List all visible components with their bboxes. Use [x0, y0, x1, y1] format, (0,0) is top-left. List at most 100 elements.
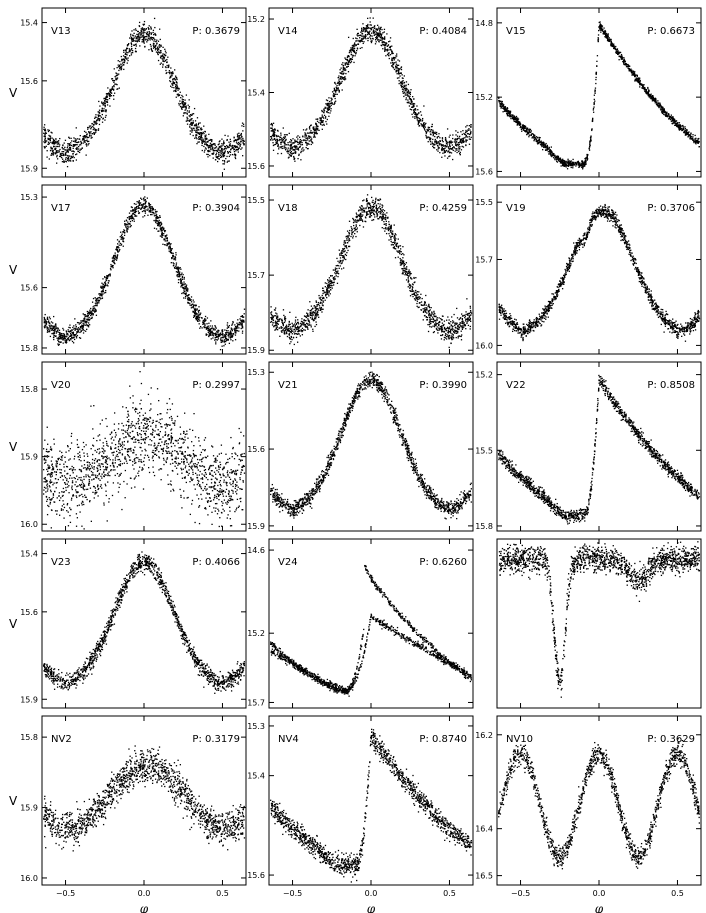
- data-point: [415, 109, 417, 111]
- data-point: [192, 305, 195, 308]
- data-point: [161, 229, 164, 231]
- data-point: [335, 89, 337, 91]
- data-point: [74, 329, 76, 331]
- data-point: [329, 112, 331, 114]
- data-point: [184, 99, 186, 101]
- data-point: [48, 324, 50, 326]
- data-point: [338, 89, 340, 91]
- data-point: [370, 24, 372, 26]
- data-point: [190, 301, 193, 303]
- data-point: [53, 338, 55, 341]
- data-point: [233, 137, 235, 139]
- data-point: [141, 210, 144, 213]
- data-point: [50, 146, 52, 148]
- data-point: [226, 145, 229, 148]
- data-point: [72, 342, 75, 344]
- data-point: [67, 154, 69, 157]
- data-point: [96, 122, 98, 125]
- data-point: [222, 150, 224, 152]
- data-point: [214, 159, 217, 161]
- data-point: [355, 49, 358, 52]
- data-point: [119, 248, 121, 251]
- data-point: [215, 149, 217, 152]
- data-point: [304, 132, 306, 134]
- data-point: [197, 126, 199, 128]
- data-point: [344, 69, 346, 72]
- data-point: [176, 86, 179, 88]
- data-point: [445, 142, 448, 145]
- data-point: [111, 87, 113, 89]
- data-point: [118, 73, 120, 75]
- data-point: [76, 335, 79, 337]
- data-point: [148, 28, 150, 30]
- data-point: [310, 130, 312, 132]
- data-point: [215, 343, 217, 345]
- data-point: [366, 24, 369, 27]
- data-point: [509, 115, 511, 118]
- data-point: [105, 98, 107, 100]
- data-point: [634, 75, 637, 77]
- data-point: [113, 259, 115, 261]
- data-point: [232, 147, 235, 149]
- data-point: [333, 90, 335, 92]
- data-point: [367, 39, 369, 42]
- data-point: [622, 60, 624, 63]
- data-point: [88, 316, 90, 319]
- data-point: [452, 134, 454, 136]
- data-point: [383, 44, 385, 47]
- data-point: [55, 145, 57, 148]
- data-point: [408, 90, 410, 93]
- data-point: [218, 153, 220, 156]
- data-point: [87, 126, 89, 129]
- data-point: [533, 135, 535, 138]
- data-point: [294, 149, 296, 151]
- data-point: [690, 133, 692, 135]
- data-point: [528, 130, 531, 132]
- data-point: [504, 110, 506, 112]
- data-point: [221, 345, 223, 347]
- data-point: [231, 153, 234, 156]
- data-point: [350, 59, 352, 61]
- data-point: [599, 23, 602, 25]
- data-point: [223, 155, 226, 157]
- data-point: [375, 28, 378, 30]
- data-point: [129, 220, 132, 223]
- data-point: [504, 106, 506, 108]
- data-point: [227, 151, 229, 154]
- data-point: [215, 146, 218, 148]
- data-point: [342, 78, 344, 80]
- data-point: [623, 62, 625, 64]
- data-point: [642, 85, 644, 87]
- data-point: [138, 38, 141, 40]
- data-point: [432, 143, 434, 145]
- data-point: [123, 234, 126, 236]
- data-point: [326, 111, 328, 113]
- data-point: [62, 158, 64, 160]
- data-point: [460, 149, 463, 151]
- data-point: [228, 146, 230, 148]
- data-point: [534, 134, 536, 137]
- data-point: [344, 76, 346, 78]
- data-point: [137, 40, 139, 42]
- data-point: [205, 134, 207, 136]
- data-point: [157, 53, 159, 55]
- data-point: [144, 45, 146, 48]
- data-point: [417, 120, 419, 122]
- data-point: [69, 324, 71, 326]
- data-point: [200, 134, 203, 137]
- data-point: [337, 81, 339, 83]
- data-point: [109, 268, 112, 270]
- data-point: [571, 164, 573, 166]
- data-point: [124, 53, 126, 55]
- data-point: [108, 97, 111, 100]
- data-point: [70, 137, 72, 139]
- data-point: [287, 150, 289, 153]
- data-point: [199, 316, 201, 319]
- data-point: [44, 129, 46, 131]
- data-point: [436, 136, 439, 138]
- data-point: [73, 151, 75, 153]
- data-point: [101, 110, 103, 113]
- data-point: [284, 136, 286, 138]
- data-point: [310, 138, 313, 140]
- data-point: [200, 127, 202, 129]
